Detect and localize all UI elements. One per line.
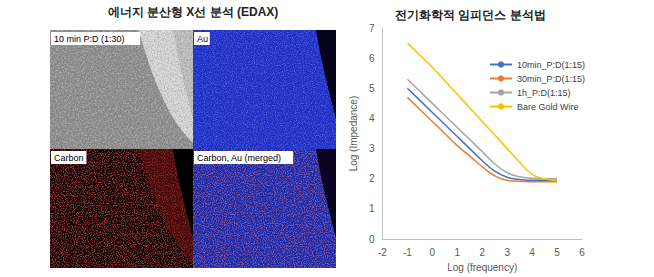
svg-text:전기화학적 임피던스 분석법: 전기화학적 임피던스 분석법 — [395, 8, 546, 22]
svg-text:10min_P:D(1:15): 10min_P:D(1:15) — [517, 60, 585, 70]
svg-text:Carbon, Au (merged): Carbon, Au (merged) — [197, 153, 281, 163]
svg-text:2: 2 — [479, 247, 485, 258]
svg-text:5: 5 — [554, 247, 560, 258]
svg-text:4: 4 — [529, 247, 535, 258]
svg-text:Log (frequency): Log (frequency) — [447, 262, 517, 273]
svg-text:Bare Gold Wire: Bare Gold Wire — [517, 102, 579, 112]
svg-text:3: 3 — [369, 143, 375, 154]
svg-text:30min_P:D(1:15): 30min_P:D(1:15) — [517, 74, 585, 84]
svg-text:7: 7 — [369, 23, 375, 34]
svg-text:6: 6 — [579, 247, 585, 258]
svg-text:Carbon: Carbon — [54, 153, 84, 163]
svg-text:6: 6 — [369, 53, 375, 64]
svg-text:0: 0 — [430, 247, 436, 258]
svg-text:2: 2 — [369, 173, 375, 184]
svg-text:4: 4 — [369, 113, 375, 124]
svg-text:1: 1 — [455, 247, 461, 258]
svg-text:-2: -2 — [378, 247, 387, 258]
svg-text:5: 5 — [369, 83, 375, 94]
svg-text:0: 0 — [369, 234, 375, 245]
svg-text:10 min P:D (1:30): 10 min P:D (1:30) — [54, 34, 125, 44]
svg-text:-1: -1 — [403, 247, 412, 258]
svg-text:Au: Au — [197, 34, 208, 44]
svg-text:1h_P:D(1:15): 1h_P:D(1:15) — [517, 88, 571, 98]
svg-text:3: 3 — [504, 247, 510, 258]
svg-text:1: 1 — [369, 203, 375, 214]
svg-text:Log (Impedance): Log (Impedance) — [348, 96, 359, 172]
html-text:에너지 분산형 X선 분석 (EDAX): 에너지 분산형 X선 분석 (EDAX) — [107, 5, 279, 19]
